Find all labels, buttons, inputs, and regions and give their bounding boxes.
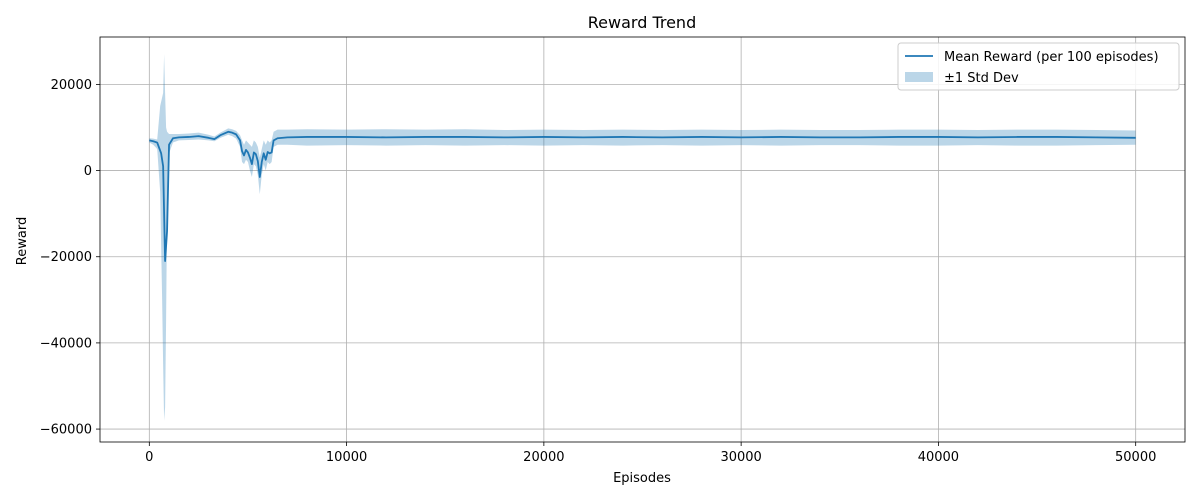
x-axis-ticks: 0 10000 20000 30000 40000 50000	[145, 442, 1156, 465]
y-axis-ticks: −60000 −40000 −20000 0 20000	[40, 78, 100, 438]
y-tick-label: −40000	[40, 336, 92, 351]
legend-mean-reward-label: Mean Reward (per 100 episodes)	[944, 50, 1159, 65]
x-tick-label: 50000	[1115, 450, 1156, 465]
x-tick-label: 0	[145, 450, 153, 465]
x-tick-label: 40000	[918, 450, 959, 465]
legend-std-dev-label: ±1 Std Dev	[944, 71, 1019, 86]
x-tick-label: 20000	[523, 450, 564, 465]
y-axis-label: Reward	[15, 217, 30, 265]
mean-reward-line	[149, 130, 1136, 262]
legend-box	[897, 42, 1180, 91]
x-tick-label: 30000	[720, 450, 761, 465]
y-tick-label: −60000	[40, 423, 92, 438]
mean-reward-line-layer	[149, 130, 1136, 262]
legend-std-dev-swatch	[905, 72, 933, 82]
y-tick-label: 0	[84, 164, 92, 179]
x-axis-label: Episodes	[613, 471, 671, 486]
chart-title: Reward Trend	[588, 13, 696, 32]
y-tick-label: 20000	[51, 78, 92, 93]
plot-frame	[99, 36, 1186, 443]
legend: Mean Reward (per 100 episodes) ±1 Std De…	[897, 42, 1180, 91]
y-tick-label: −20000	[40, 250, 92, 265]
x-tick-label: 10000	[326, 450, 367, 465]
